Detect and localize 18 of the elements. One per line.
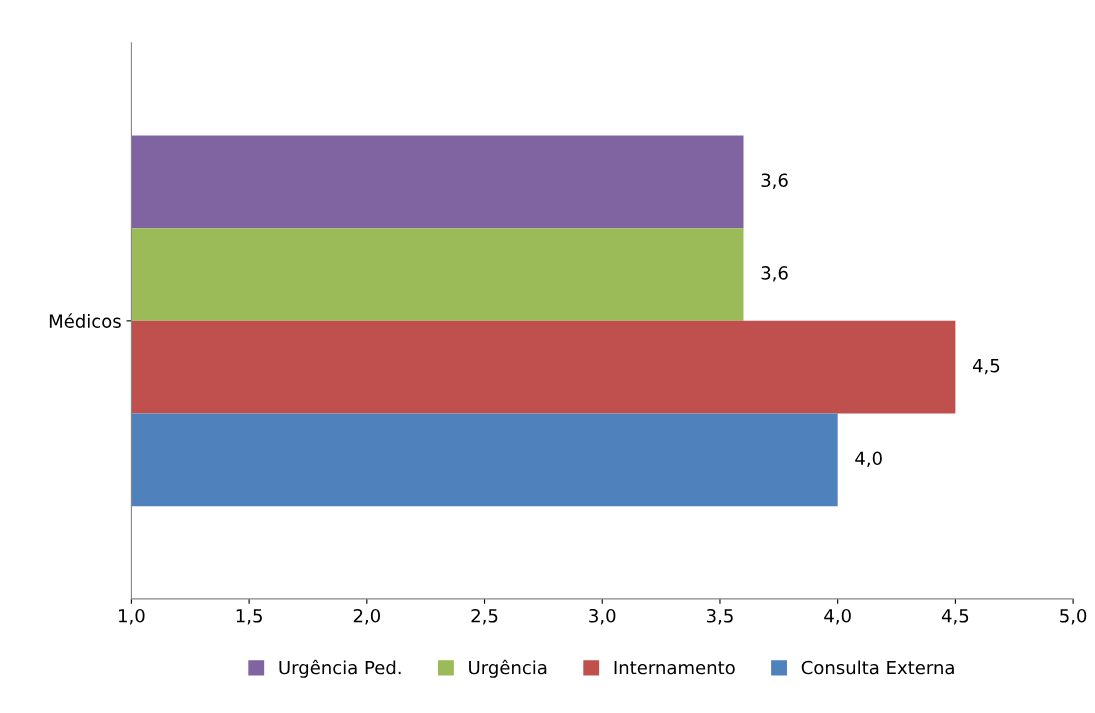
x-tick-label: 1,0: [119, 608, 145, 625]
data-label: 4,5: [972, 359, 1000, 375]
x-tick-label: 1,5: [236, 609, 262, 625]
legend-label: Urgência: [469, 659, 547, 678]
x-tick-label: 5,0: [1060, 608, 1087, 625]
x-tick-label: 3,5: [706, 608, 733, 625]
data-label: 3,6: [761, 173, 788, 189]
y-tick-label: Médicos: [49, 313, 121, 328]
legend-label: Urgência Ped.: [279, 659, 401, 678]
data-label: 3,6: [761, 266, 788, 282]
legend-label: Internamento: [614, 660, 735, 675]
data-label: 4,0: [855, 451, 882, 467]
x-tick-label: 4,5: [941, 609, 969, 625]
legend-label: Consulta Externa: [801, 660, 954, 675]
x-tick-label: 3,0: [589, 608, 616, 625]
x-tick-label: 4,0: [824, 608, 851, 625]
x-tick-label: 2,0: [353, 608, 380, 625]
x-tick-label: 2,5: [471, 608, 498, 625]
